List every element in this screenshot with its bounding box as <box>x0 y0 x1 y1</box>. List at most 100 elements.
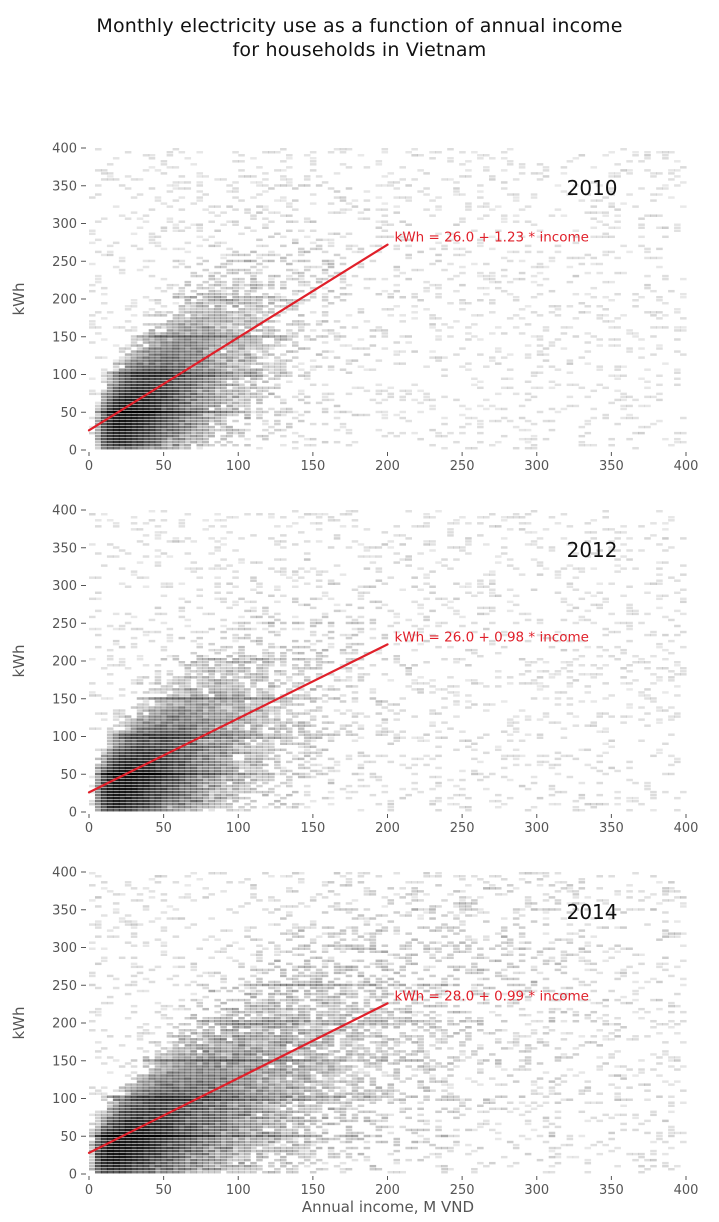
density-cell <box>602 280 609 284</box>
density-cell <box>124 787 132 791</box>
density-cell <box>214 661 221 664</box>
density-cell <box>196 386 204 390</box>
density-cell <box>399 398 407 402</box>
density-cell <box>524 392 532 396</box>
density-cell <box>202 362 209 365</box>
density-cell <box>602 416 609 420</box>
density-cell <box>160 805 168 809</box>
density-cell <box>644 787 651 791</box>
density-cell <box>357 386 365 390</box>
density-cell <box>238 763 245 767</box>
density-cell <box>166 431 174 435</box>
density-cell <box>226 431 233 435</box>
density-cell <box>548 259 556 263</box>
density-cell <box>172 353 180 356</box>
density-cell <box>166 739 174 742</box>
density-cell <box>560 754 568 758</box>
density-cell <box>178 709 186 712</box>
density-cell <box>280 706 287 709</box>
density-cell <box>274 274 281 278</box>
density-cell <box>178 410 186 414</box>
density-cell <box>309 700 317 703</box>
density-cell <box>256 308 263 311</box>
density-cell <box>429 314 436 317</box>
density-cell <box>160 323 168 326</box>
density-cell <box>638 160 645 163</box>
density-cell <box>375 329 383 332</box>
density-cell <box>590 805 598 809</box>
density-cell <box>196 199 204 202</box>
density-cell <box>190 377 198 380</box>
density-cell <box>172 380 180 384</box>
density-cell <box>590 673 598 676</box>
density-cell <box>172 226 180 229</box>
density-cell <box>166 721 174 724</box>
density-cell <box>297 757 305 761</box>
density-cell <box>136 679 144 682</box>
density-cell <box>208 727 215 730</box>
density-cell <box>136 748 144 752</box>
density-cell <box>154 425 162 429</box>
density-cell <box>214 736 221 739</box>
density-cell <box>178 247 186 251</box>
density-cell <box>268 362 275 365</box>
density-cell <box>626 766 633 770</box>
y-tick-label: 200 <box>52 293 77 308</box>
density-cell <box>494 229 502 233</box>
density-cell <box>220 326 227 329</box>
density-cell <box>112 724 120 727</box>
density-cell <box>423 395 430 399</box>
density-cell <box>548 763 556 767</box>
density-cell <box>488 356 496 359</box>
density-cell <box>256 766 263 770</box>
density-cell <box>250 748 257 752</box>
density-cell <box>100 380 108 384</box>
density-cell <box>112 410 120 414</box>
density-cell <box>524 808 532 812</box>
density-cell <box>184 730 192 733</box>
density-cell <box>268 187 275 190</box>
density-cell <box>196 727 204 730</box>
density-cell <box>250 356 257 359</box>
density-cell <box>262 670 269 673</box>
density-cell <box>488 302 496 305</box>
density-cell <box>399 431 407 435</box>
density-cell <box>244 751 251 755</box>
density-cell <box>500 187 508 190</box>
density-cell <box>190 419 198 423</box>
density-cell <box>232 299 239 302</box>
density-cell <box>196 151 204 154</box>
density-cell <box>184 311 192 314</box>
density-cell <box>94 793 102 797</box>
density-cell <box>256 362 263 365</box>
density-cell <box>297 250 305 254</box>
density-cell <box>524 733 532 736</box>
density-cell <box>118 661 126 664</box>
density-cell <box>668 772 675 776</box>
density-cell <box>381 721 389 724</box>
density-cell <box>190 691 198 694</box>
density-cell <box>124 353 132 356</box>
density-cell <box>130 787 138 791</box>
density-cell <box>297 742 305 746</box>
density-cell <box>506 193 514 196</box>
density-cell <box>184 796 192 800</box>
density-cell <box>184 356 192 359</box>
density-cell <box>100 766 108 770</box>
density-cell <box>214 805 221 809</box>
density-cell <box>148 630 156 634</box>
density-cell <box>441 323 448 326</box>
density-cell <box>118 799 126 803</box>
density-cell <box>202 347 209 350</box>
density-cell <box>94 712 102 715</box>
density-cell <box>429 326 436 329</box>
density-cell <box>345 166 353 169</box>
density-cell <box>423 682 430 685</box>
density-cell <box>262 706 269 709</box>
density-cell <box>572 724 580 727</box>
density-cell <box>172 332 180 335</box>
density-cell <box>620 676 627 679</box>
density-cell <box>178 772 186 776</box>
density-cell <box>148 715 156 718</box>
density-cell <box>250 757 257 761</box>
